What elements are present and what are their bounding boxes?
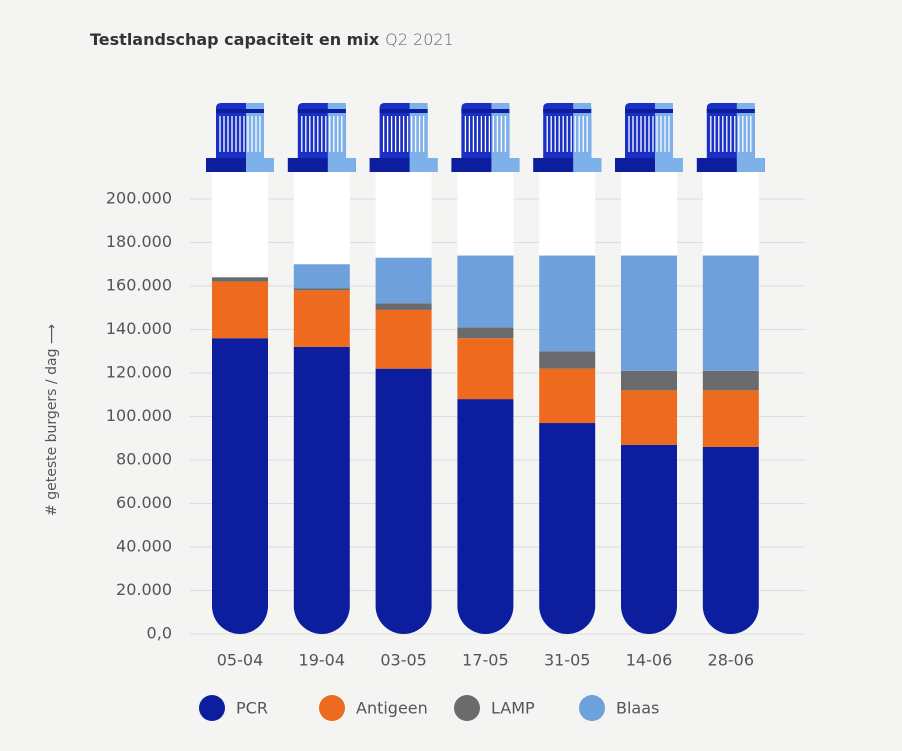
cap-ridges	[301, 116, 343, 152]
cap-brim-side	[573, 158, 602, 172]
bar-segment	[293, 288, 350, 291]
bar-segment	[457, 399, 514, 634]
x-tick-label: 17-05	[462, 651, 509, 670]
cap-brim-side	[655, 158, 683, 172]
cap-brim-side	[327, 158, 356, 172]
bar-segment	[457, 255, 514, 328]
y-axis-label: # geteste burgers / dag ⟶	[44, 324, 60, 516]
bar-segment	[457, 338, 514, 400]
bar-segment	[375, 257, 432, 304]
bar-segment	[702, 446, 759, 635]
bar-segment	[539, 255, 596, 352]
legend-swatch	[454, 695, 480, 721]
title-sub: Q2 2021	[385, 30, 454, 49]
cap-band	[625, 109, 673, 113]
bar-segment	[375, 309, 432, 369]
legend-label: PCR	[236, 699, 268, 718]
y-tick-label: 20.000	[116, 580, 172, 599]
bar-segment	[702, 370, 759, 391]
y-tick-label: 0,0	[147, 624, 172, 643]
bar-segment	[621, 444, 677, 634]
x-tick-label: 03-05	[380, 651, 427, 670]
y-tick-label: 100.000	[106, 406, 172, 425]
bar-segment	[212, 338, 268, 634]
x-tick-label: 31-05	[544, 651, 591, 670]
x-tick-label: 05-04	[217, 651, 264, 670]
y-tick-label: 120.000	[106, 363, 172, 382]
cap-brim-side	[246, 158, 274, 172]
tube-fill	[457, 255, 514, 634]
bar-segment	[621, 255, 677, 371]
bar-segment	[539, 423, 596, 635]
cap-band	[543, 109, 592, 113]
legend-swatch	[199, 695, 225, 721]
bar-segment	[375, 303, 432, 310]
bar-segment	[621, 390, 677, 445]
y-tick-label: 140.000	[106, 319, 172, 338]
y-tick-label: 180.000	[106, 232, 172, 251]
cap-ridges	[628, 116, 670, 152]
tube-fill	[375, 257, 432, 635]
bar-segment	[539, 351, 596, 369]
cap-ridges	[546, 116, 588, 152]
cap-band	[216, 109, 264, 113]
bar-segment	[293, 264, 350, 289]
bar-segment	[702, 255, 759, 371]
y-tick-label: 160.000	[106, 276, 172, 295]
title-main: Testlandschap capaciteit en mix	[90, 30, 380, 49]
tube-fill	[539, 255, 596, 635]
cap-ridges	[710, 116, 752, 152]
y-tick-label: 200.000	[106, 189, 172, 208]
legend-label: Blaas	[616, 699, 659, 718]
bar-segment	[212, 281, 268, 339]
cap-band	[297, 109, 346, 113]
bar-segment	[457, 327, 514, 339]
cap-ridges	[219, 116, 261, 152]
cap-band	[379, 109, 428, 113]
cap-ridges	[382, 116, 425, 152]
tube-fill	[293, 264, 350, 635]
bar-segment	[539, 368, 596, 424]
legend-label: LAMP	[491, 699, 535, 718]
bar-segment	[702, 390, 759, 447]
tube-fill	[621, 255, 677, 634]
bar-segment	[293, 346, 350, 635]
cap-brim-side	[491, 158, 520, 172]
legend-swatch	[579, 695, 605, 721]
cap-brim-side	[736, 158, 765, 172]
tube-fill	[212, 277, 268, 634]
cap-band	[461, 109, 510, 113]
cap-brim-side	[409, 158, 438, 172]
chart-title: Testlandschap capaciteit en mix Q2 2021	[90, 30, 454, 49]
y-tick-label: 60.000	[116, 493, 172, 512]
cap-ridges	[464, 116, 507, 152]
y-tick-label: 40.000	[116, 537, 172, 556]
tube-fill	[702, 255, 759, 635]
legend-swatch	[319, 695, 345, 721]
bar-segment	[621, 370, 677, 391]
x-tick-label: 14-06	[626, 651, 673, 670]
x-tick-label: 28-06	[708, 651, 755, 670]
bar-segment	[375, 368, 432, 635]
y-tick-label: 80.000	[116, 450, 172, 469]
bar-segment	[293, 290, 350, 347]
bar-segment	[212, 277, 268, 282]
x-tick-label: 19-04	[299, 651, 346, 670]
legend-label: Antigeen	[356, 699, 428, 718]
cap-band	[706, 109, 755, 113]
